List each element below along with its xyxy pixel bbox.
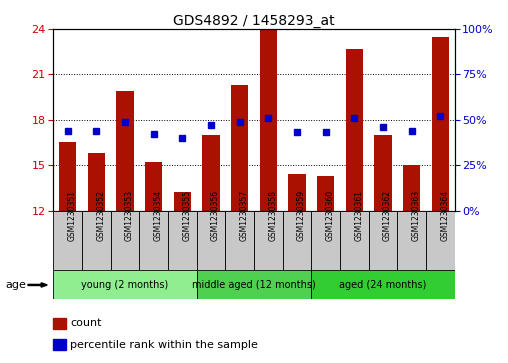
Text: GSM1230364: GSM1230364 bbox=[440, 190, 450, 241]
Text: GSM1230360: GSM1230360 bbox=[326, 190, 335, 241]
Text: GSM1230353: GSM1230353 bbox=[125, 190, 134, 241]
Bar bbox=[426, 211, 455, 270]
Bar bbox=[397, 211, 426, 270]
Text: age: age bbox=[5, 280, 26, 290]
Bar bbox=[111, 211, 139, 270]
Bar bbox=[168, 211, 197, 270]
Bar bbox=[59, 143, 76, 211]
Bar bbox=[311, 270, 455, 299]
Bar bbox=[340, 211, 369, 270]
Text: GSM1230354: GSM1230354 bbox=[154, 190, 163, 241]
Title: GDS4892 / 1458293_at: GDS4892 / 1458293_at bbox=[173, 14, 335, 28]
Bar bbox=[202, 135, 219, 211]
Bar bbox=[88, 153, 105, 211]
Text: GSM1230359: GSM1230359 bbox=[297, 190, 306, 241]
Bar bbox=[311, 211, 340, 270]
Text: GSM1230358: GSM1230358 bbox=[268, 190, 277, 241]
Bar bbox=[226, 211, 254, 270]
Text: GSM1230356: GSM1230356 bbox=[211, 190, 220, 241]
Text: GSM1230361: GSM1230361 bbox=[355, 190, 363, 241]
Text: GSM1230363: GSM1230363 bbox=[411, 190, 421, 241]
Text: count: count bbox=[70, 318, 102, 328]
Bar bbox=[369, 211, 397, 270]
Bar bbox=[374, 135, 392, 211]
Bar bbox=[139, 211, 168, 270]
Bar bbox=[53, 270, 197, 299]
Text: GSM1230362: GSM1230362 bbox=[383, 190, 392, 241]
Bar bbox=[403, 165, 420, 211]
Bar bbox=[197, 270, 311, 299]
Bar bbox=[432, 37, 449, 211]
Text: young (2 months): young (2 months) bbox=[81, 280, 169, 290]
Bar bbox=[317, 176, 334, 211]
Bar bbox=[231, 85, 248, 211]
Text: percentile rank within the sample: percentile rank within the sample bbox=[70, 340, 258, 350]
Bar bbox=[260, 29, 277, 211]
Bar bbox=[197, 211, 226, 270]
Text: GSM1230352: GSM1230352 bbox=[97, 190, 105, 241]
Text: GSM1230355: GSM1230355 bbox=[182, 190, 192, 241]
Text: aged (24 months): aged (24 months) bbox=[339, 280, 427, 290]
Bar bbox=[289, 174, 306, 211]
Bar bbox=[116, 91, 134, 211]
Bar bbox=[282, 211, 311, 270]
Bar bbox=[346, 49, 363, 211]
Bar bbox=[174, 192, 191, 211]
Bar bbox=[145, 162, 162, 211]
Bar bbox=[53, 211, 82, 270]
Text: GSM1230351: GSM1230351 bbox=[68, 190, 77, 241]
Bar bbox=[82, 211, 111, 270]
Text: GSM1230357: GSM1230357 bbox=[240, 190, 249, 241]
Text: middle aged (12 months): middle aged (12 months) bbox=[192, 280, 316, 290]
Bar bbox=[254, 211, 282, 270]
